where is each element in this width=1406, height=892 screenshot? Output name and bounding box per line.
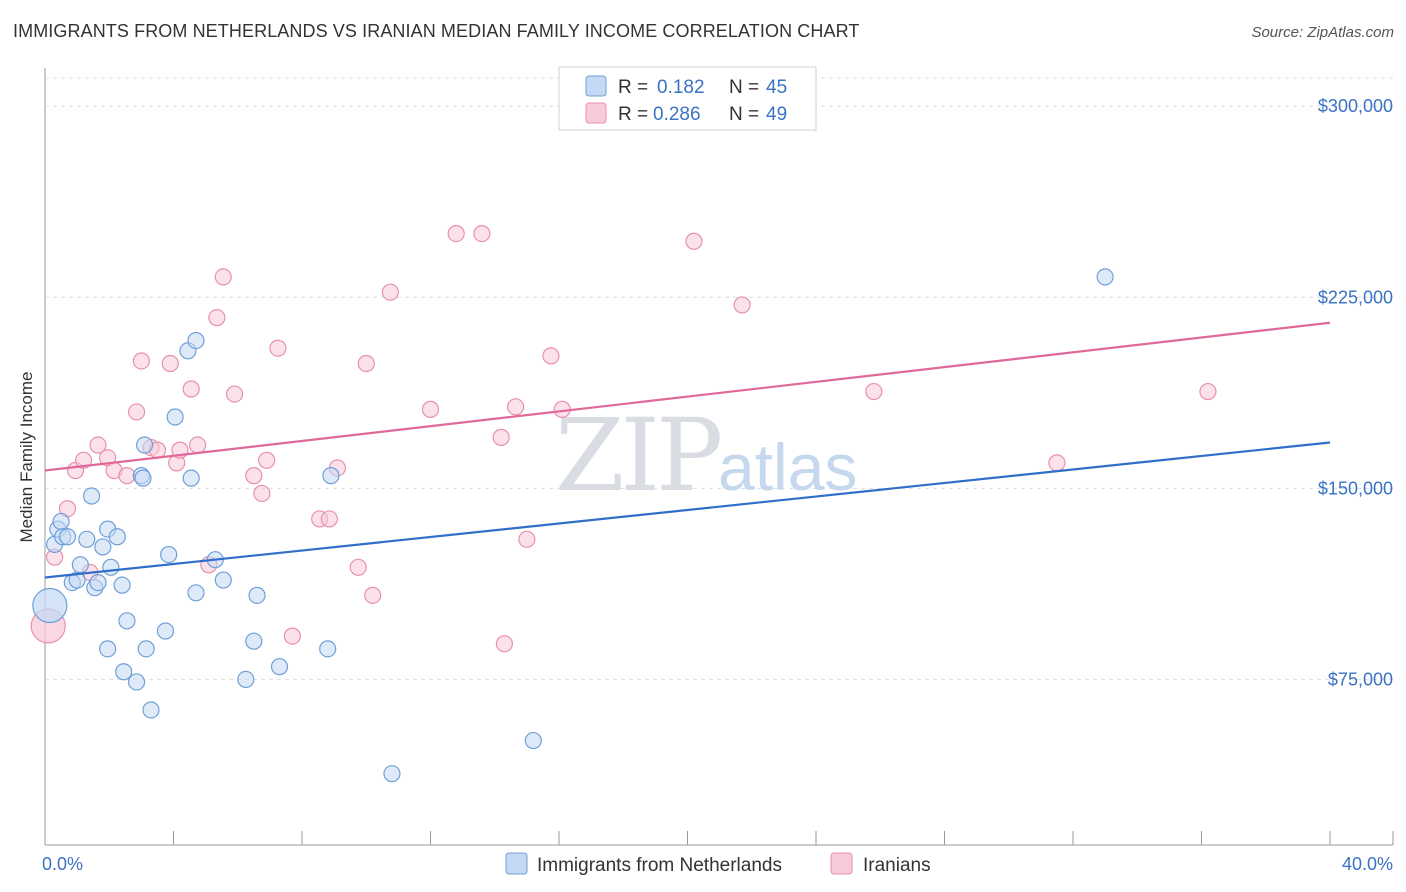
- pink-data-point: [127, 403, 146, 421]
- blue-data-point: [127, 673, 146, 691]
- y-tick-label: $300,000: [1318, 96, 1393, 116]
- blue-data-point: [182, 469, 200, 487]
- pink-data-point: [381, 283, 399, 301]
- blue-data-point: [524, 731, 542, 750]
- blue-data-point: [108, 528, 126, 546]
- watermark-atlas: atlas: [718, 430, 857, 504]
- legend-r-value-blue: 0.182: [657, 77, 705, 98]
- bottom-legend-label-blue: Immigrants from Netherlands: [537, 855, 782, 876]
- pink-data-point: [182, 380, 200, 398]
- y-axis-label: Median Family Income: [17, 371, 36, 542]
- legend-n-label-pink: N =: [729, 104, 759, 125]
- pink-data-point: [132, 352, 150, 370]
- pink-data-point: [495, 635, 513, 653]
- pink-data-point: [253, 484, 271, 503]
- legend-r-value-pink: 0.286: [653, 104, 701, 125]
- pink-data-point: [733, 296, 751, 314]
- pink-data-point: [507, 398, 525, 416]
- legend-n-value-pink: 49: [766, 104, 787, 125]
- pink-data-point: [74, 451, 93, 469]
- bottom-legend-swatch-blue: [505, 852, 528, 875]
- blue-data-point: [319, 640, 337, 658]
- pink-data-point: [357, 354, 375, 373]
- y-tick-label: $75,000: [1328, 669, 1393, 689]
- blue-trend-line: [44, 441, 1331, 579]
- pink-data-point: [225, 385, 244, 403]
- legend-n-value-blue: 45: [766, 77, 787, 98]
- pink-data-point: [118, 467, 136, 485]
- legend: R = 0.182 N = 45 R = 0.286 N = 49: [558, 66, 817, 131]
- blue-data-point: [187, 331, 205, 350]
- pink-data-point: [421, 400, 440, 418]
- y-tick-label: $150,000: [1318, 478, 1393, 498]
- legend-r-label-blue: R =: [618, 77, 648, 98]
- pink-data-point: [89, 436, 107, 454]
- blue-data-point: [71, 556, 89, 574]
- pink-data-point: [161, 354, 179, 373]
- blue-data-point: [187, 584, 205, 602]
- pink-data-point: [1199, 382, 1217, 401]
- pink-data-point: [258, 451, 276, 469]
- blue-data-point: [118, 612, 136, 630]
- pink-data-point: [447, 224, 465, 243]
- pink-data-point: [283, 627, 301, 645]
- blue-data-point: [58, 528, 77, 546]
- blue-data-point: [1096, 268, 1114, 286]
- pink-data-point: [188, 436, 207, 454]
- pink-data-point: [208, 309, 226, 327]
- pink-data-point: [685, 232, 703, 250]
- pink-data-point: [492, 428, 510, 446]
- legend-n-label-blue: N =: [729, 77, 759, 98]
- pink-data-point: [245, 467, 263, 485]
- blue-data-point: [248, 586, 266, 604]
- blue-data-point: [322, 467, 340, 485]
- legend-swatch-blue: [585, 75, 607, 97]
- pink-data-point: [473, 224, 491, 243]
- y-tick-label: $225,000: [1318, 287, 1393, 307]
- blue-data-point: [237, 670, 255, 689]
- blue-data-point: [32, 587, 68, 624]
- pink-data-point: [518, 530, 536, 548]
- blue-data-point: [82, 487, 101, 505]
- blue-data-point: [102, 558, 120, 576]
- blue-data-point: [52, 512, 70, 531]
- blue-data-point: [89, 574, 107, 592]
- blue-data-point: [135, 436, 154, 454]
- pink-trend-line: [44, 321, 1331, 472]
- blue-data-point: [115, 663, 133, 681]
- bottom-legend: Immigrants from Netherlands Iranians: [505, 852, 931, 876]
- pink-data-point: [320, 510, 338, 528]
- chart-title: IMMIGRANTS FROM NETHERLANDS VS IRANIAN M…: [13, 21, 860, 41]
- pink-data-point: [364, 586, 382, 604]
- blue-data-point: [134, 469, 152, 487]
- legend-swatch-pink: [585, 102, 607, 124]
- blue-data-point: [142, 701, 160, 719]
- blue-data-point: [113, 576, 131, 594]
- blue-data-point: [160, 545, 178, 564]
- pink-data-point: [865, 382, 883, 401]
- source-label: Source: ZipAtlas.com: [1251, 24, 1394, 41]
- blue-data-point: [245, 632, 263, 650]
- x-tick-label-max: 40.0%: [1342, 854, 1393, 874]
- blue-data-point: [99, 640, 117, 658]
- pink-data-point: [269, 339, 287, 357]
- pink-data-point: [349, 558, 367, 576]
- x-tick-label-min: 0.0%: [42, 854, 83, 874]
- blue-data-point: [166, 408, 184, 426]
- blue-data-point: [383, 765, 401, 783]
- blue-data-point: [78, 530, 96, 548]
- bottom-legend-swatch-pink: [830, 852, 853, 875]
- pink-data-point: [214, 268, 232, 286]
- watermark-zip: ZIP: [555, 397, 720, 514]
- blue-data-point: [137, 640, 155, 658]
- blue-data-point: [156, 622, 175, 640]
- bottom-legend-label-pink: Iranians: [863, 855, 931, 876]
- blue-data-point: [270, 658, 289, 676]
- legend-r-label-pink: R =: [618, 104, 648, 125]
- pink-data-point: [1048, 454, 1066, 472]
- pink-data-point: [542, 347, 560, 365]
- blue-data-point: [214, 571, 232, 589]
- blue-data-point: [94, 538, 112, 556]
